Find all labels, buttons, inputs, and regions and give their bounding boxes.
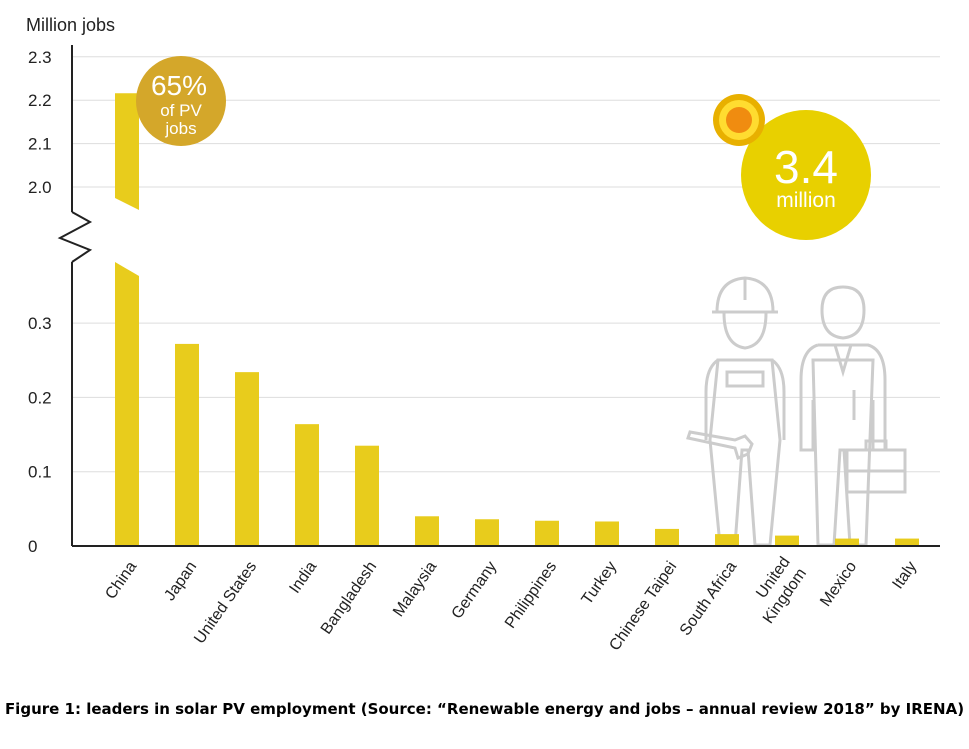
- bar: [595, 521, 619, 546]
- axis-break-mark: [57, 211, 93, 263]
- bar: [175, 343, 199, 546]
- bar: [475, 519, 499, 546]
- share-badge-line3: jobs: [164, 119, 196, 138]
- bar: [115, 93, 139, 210]
- x-tick-label: Malaysia: [390, 558, 440, 620]
- total-badge-number: 3.4: [774, 141, 838, 193]
- x-tick-label-text: Bangladesh: [318, 559, 380, 638]
- y-tick-label: 0.2: [28, 388, 52, 407]
- x-tick-label-text: Turkey: [579, 559, 621, 608]
- x-tick-label: Japan: [161, 559, 200, 604]
- y-tick-label: 2.3: [28, 48, 52, 67]
- x-tick-label: China: [102, 558, 140, 602]
- y-tick-label: 0.1: [28, 463, 52, 482]
- y-tick-label: 0: [28, 537, 37, 556]
- x-tick-label-text: Italy: [890, 559, 921, 593]
- share-badge: 65% of PV jobs: [136, 56, 226, 146]
- y-axis-title: Million jobs: [26, 15, 115, 35]
- x-tick-label: Germany: [449, 559, 501, 623]
- bar: [355, 445, 379, 546]
- x-tick-label: Italy: [890, 559, 921, 593]
- x-tick-label-text: South Africa: [677, 558, 740, 639]
- x-tick-label-text: Japan: [161, 559, 200, 604]
- bars: [115, 93, 919, 546]
- share-badge-circle: [136, 56, 226, 146]
- total-badge: 3.4 million: [713, 94, 871, 240]
- x-tick-label: Philippines: [502, 559, 560, 632]
- x-tick-label-text: Malaysia: [390, 558, 440, 620]
- y-tick-labels: 0 0.1 0.2 0.3 2.0 2.1 2.2 2.3: [28, 48, 52, 556]
- bar: [295, 424, 319, 546]
- sun-icon: [713, 94, 765, 146]
- female-worker-icon: [686, 276, 786, 547]
- x-tick-label: Bangladesh: [318, 559, 380, 638]
- share-badge-percent: 65%: [151, 70, 207, 101]
- y-tick-label: 2.0: [28, 178, 52, 197]
- x-tick-label-text: China: [102, 558, 140, 602]
- y-tick-label: 0.3: [28, 314, 52, 333]
- x-tick-label-text: Germany: [449, 559, 501, 623]
- x-tick-label: India: [286, 558, 320, 596]
- x-tick-label-text: Chinese Taipei: [606, 559, 680, 654]
- x-tick-label: Turkey: [579, 559, 621, 608]
- x-tick-label: Mexico: [817, 558, 860, 609]
- share-badge-line2: of PV: [160, 101, 202, 120]
- total-badge-circle: [741, 110, 871, 240]
- x-tick-label: Chinese Taipei: [606, 559, 680, 654]
- x-tick-label-text: Philippines: [502, 559, 560, 632]
- figure-caption: Figure 1: leaders in solar PV employment…: [4, 700, 965, 718]
- y-tick-label: 2.2: [28, 91, 52, 110]
- bar: [715, 534, 739, 546]
- male-worker-icon: [799, 285, 907, 547]
- x-tick-label-text: India: [286, 558, 320, 596]
- bar: [835, 538, 859, 546]
- total-badge-unit: million: [776, 189, 836, 212]
- bar: [535, 520, 559, 546]
- bar: [775, 535, 799, 546]
- x-tick-label-text: United States: [191, 559, 260, 647]
- bar: [895, 538, 919, 546]
- x-tick-label-text: Mexico: [817, 558, 860, 609]
- axes: [57, 45, 940, 547]
- y-tick-label: 2.1: [28, 135, 52, 154]
- x-tick-label: United States: [191, 559, 260, 647]
- x-tick-label: South Africa: [677, 558, 740, 639]
- bar: [655, 528, 679, 546]
- workers-illustration: [686, 276, 907, 547]
- bar: [235, 372, 259, 546]
- bar: [115, 262, 139, 546]
- bar: [415, 516, 439, 546]
